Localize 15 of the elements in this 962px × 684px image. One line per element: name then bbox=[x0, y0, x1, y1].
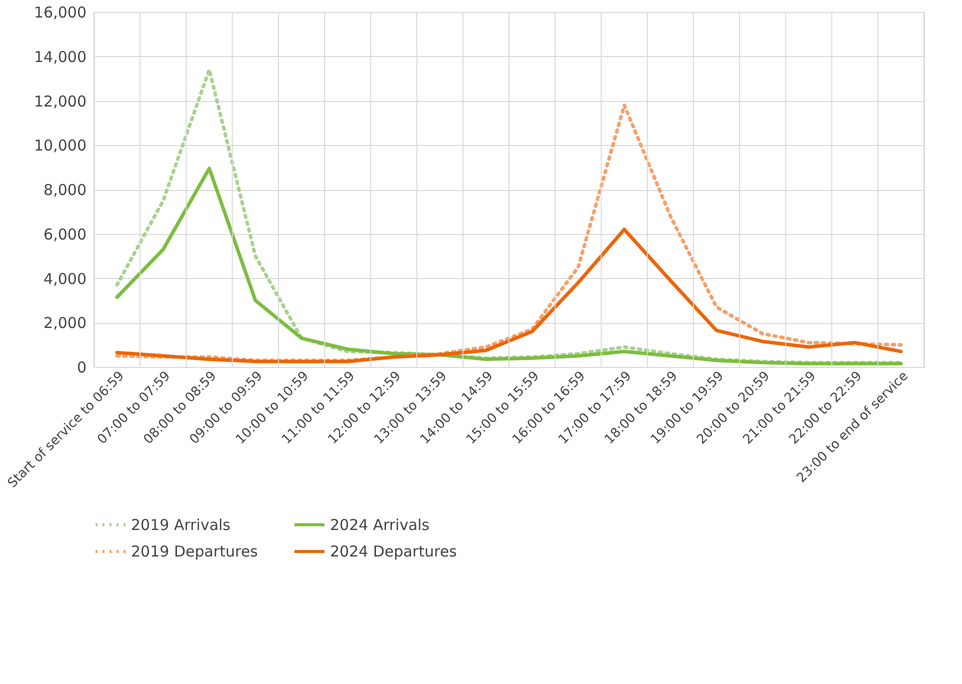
legend-label: 2024 Departures bbox=[330, 542, 458, 560]
y-tick-label: 14,000 bbox=[34, 48, 86, 66]
y-tick-label: 8,000 bbox=[44, 181, 86, 199]
line-series bbox=[115, 166, 903, 366]
legend-label: 2019 Departures bbox=[131, 542, 258, 560]
y-tick-label: 12,000 bbox=[34, 92, 86, 110]
y-tick-label: 0 bbox=[76, 358, 86, 376]
line-series bbox=[115, 228, 903, 364]
y-tick-label: 6,000 bbox=[44, 225, 86, 244]
legend-label: 2019 Arrivals bbox=[131, 516, 231, 534]
y-tick-label: 4,000 bbox=[44, 270, 86, 288]
y-tick-label: 2,000 bbox=[44, 314, 86, 332]
legend-label: 2024 Arrivals bbox=[330, 516, 430, 534]
y-tick-label: 10,000 bbox=[34, 136, 86, 155]
y-tick-label: 16,000 bbox=[34, 4, 86, 22]
